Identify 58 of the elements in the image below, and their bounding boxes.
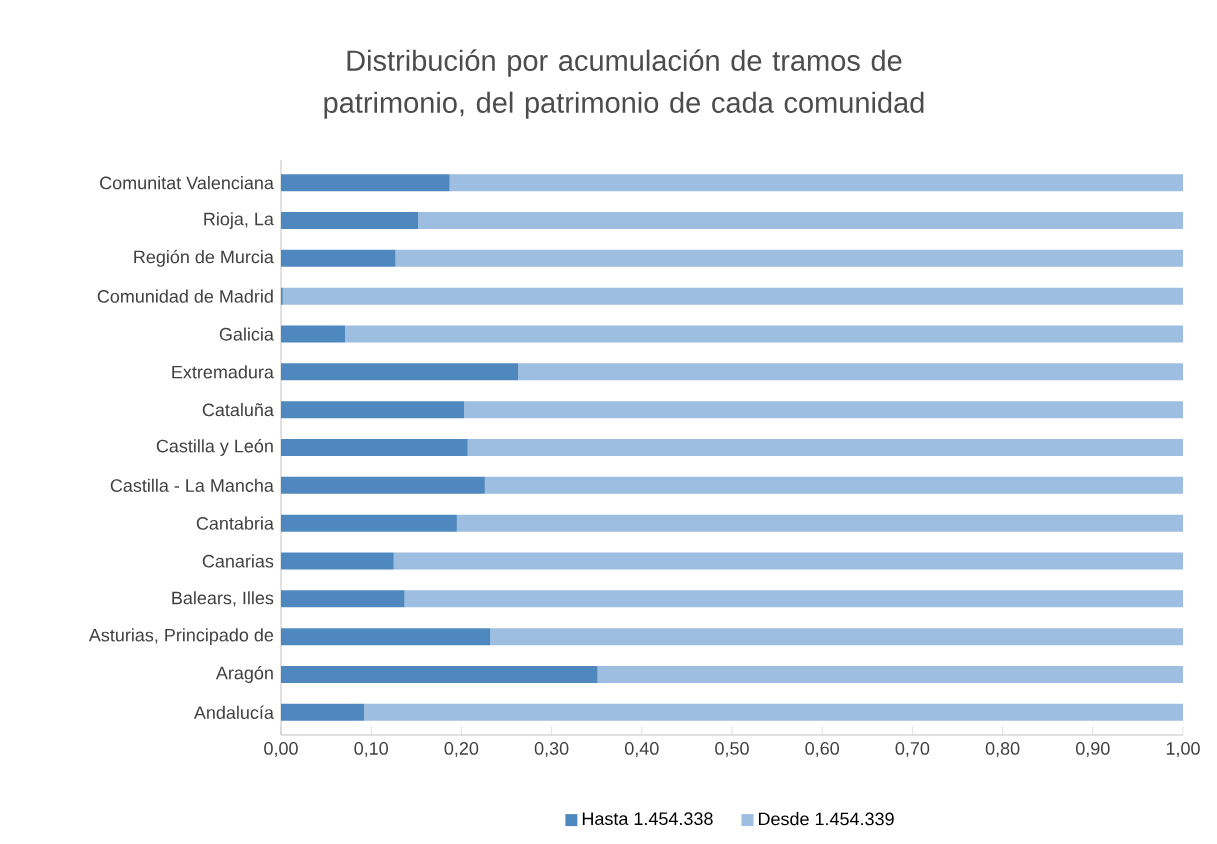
x-tick-label: 0,60 bbox=[805, 742, 840, 757]
bar bbox=[404, 590, 1183, 608]
bar bbox=[363, 703, 1183, 721]
y-tick-label: Rioja, La bbox=[204, 212, 274, 229]
bar bbox=[281, 590, 405, 608]
bar bbox=[281, 665, 598, 683]
bar bbox=[281, 174, 450, 192]
y-tick-label: Cataluña bbox=[202, 403, 274, 417]
bar bbox=[282, 287, 1183, 305]
bar bbox=[597, 665, 1183, 683]
bar bbox=[395, 249, 1183, 267]
bar bbox=[281, 438, 468, 456]
x-tick-label: 0,10 bbox=[354, 742, 389, 757]
bar bbox=[281, 628, 491, 646]
x-tick-label: 1,00 bbox=[1166, 742, 1200, 757]
bar bbox=[518, 363, 1183, 381]
bar bbox=[281, 212, 419, 230]
bar bbox=[281, 249, 396, 267]
y-tick-label: Extremadura bbox=[172, 365, 274, 379]
x-tick-label: 0,80 bbox=[985, 742, 1020, 757]
y-tick-label: Andalucía bbox=[193, 705, 274, 720]
y-tick-label: Comunitat Valenciana bbox=[100, 176, 274, 190]
x-tick-label: 0,20 bbox=[444, 742, 479, 757]
bar bbox=[418, 212, 1183, 230]
x-tick-label: 0,70 bbox=[895, 742, 930, 757]
chart-title: Distribución por acumulación de tramos de patrimonio, del patrimonio de cada comunidad bbox=[324, 49, 924, 119]
bar bbox=[456, 514, 1183, 532]
bar bbox=[490, 628, 1183, 646]
y-tick-label: Canarias bbox=[202, 554, 274, 568]
y-tick-label: Región de Murcia bbox=[134, 249, 274, 267]
bar bbox=[281, 401, 465, 419]
bar bbox=[484, 476, 1183, 494]
bar bbox=[281, 476, 485, 494]
bar bbox=[281, 552, 394, 570]
y-tick-label: Balears, Illes bbox=[172, 591, 274, 607]
legend-label: Desde 1.454.339 bbox=[758, 812, 894, 826]
y-tick-label: Castilla - La Mancha bbox=[110, 478, 274, 492]
bar bbox=[281, 514, 457, 532]
bar bbox=[345, 325, 1183, 343]
x-tick-label: 0,40 bbox=[624, 742, 659, 757]
y-tick-label: Asturias, Principado de bbox=[88, 628, 274, 646]
x-tick-label: 0,30 bbox=[534, 742, 569, 757]
bar bbox=[281, 703, 364, 721]
bar bbox=[281, 325, 346, 343]
legend-label: Hasta 1.454.338 bbox=[582, 812, 713, 826]
bar bbox=[281, 363, 519, 381]
bar bbox=[464, 401, 1183, 419]
bar bbox=[467, 438, 1183, 456]
y-tick-label: Aragón bbox=[215, 665, 273, 683]
bar bbox=[393, 552, 1183, 570]
y-tick-label: Castilla y León bbox=[156, 438, 273, 456]
y-tick-label: Comunidad de Madrid bbox=[97, 289, 273, 303]
y-tick-label: Cantabria bbox=[196, 516, 274, 530]
x-tick-label: 0,00 bbox=[264, 742, 298, 757]
y-tick-label: Galicia bbox=[219, 327, 274, 341]
x-tick-label: 0,50 bbox=[715, 742, 749, 757]
bar bbox=[449, 174, 1183, 192]
x-tick-label: 0,90 bbox=[1075, 742, 1110, 757]
